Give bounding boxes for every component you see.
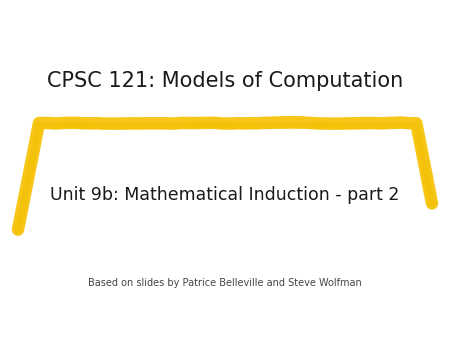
Text: CPSC 121: Models of Computation: CPSC 121: Models of Computation [47, 71, 403, 91]
Text: Unit 9b: Mathematical Induction - part 2: Unit 9b: Mathematical Induction - part 2 [50, 186, 400, 205]
Text: Based on slides by Patrice Belleville and Steve Wolfman: Based on slides by Patrice Belleville an… [88, 278, 362, 288]
